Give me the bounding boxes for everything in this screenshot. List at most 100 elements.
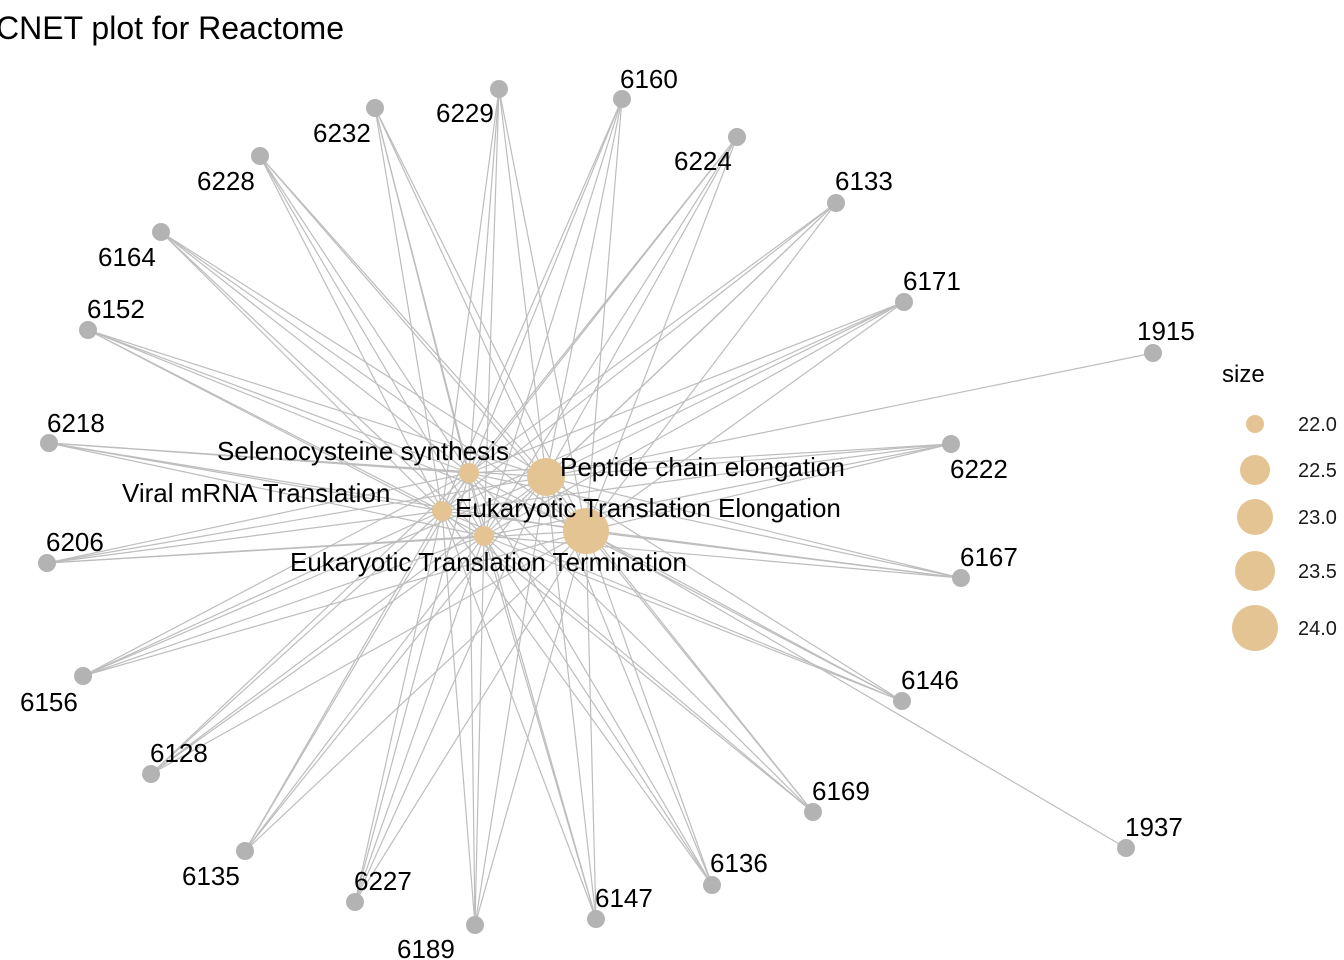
gene-node <box>827 194 845 212</box>
gene-node <box>142 765 160 783</box>
gene-node <box>703 876 721 894</box>
legend-key-23.0 <box>1237 499 1273 535</box>
edge <box>498 88 587 532</box>
edge <box>483 535 713 886</box>
gene-label: 6152 <box>87 294 145 324</box>
gene-node <box>79 321 97 339</box>
edge <box>441 510 597 920</box>
gene-label: 1915 <box>1137 316 1195 346</box>
plot-title: CNET plot for Reactome <box>0 10 344 46</box>
gene-label: 6232 <box>313 118 371 148</box>
legend-key-23.5 <box>1235 551 1275 591</box>
gene-label: 6218 <box>47 408 105 438</box>
legend-key-22.5 <box>1240 455 1270 485</box>
edge <box>354 510 443 903</box>
edge <box>468 98 623 474</box>
gene-label: 6146 <box>901 665 959 695</box>
gene-label: 6147 <box>595 883 653 913</box>
edge <box>82 530 587 677</box>
edge <box>244 535 485 852</box>
edge <box>545 476 597 920</box>
edge <box>244 476 547 852</box>
edge <box>87 329 587 532</box>
legend-label: 24.0 <box>1298 618 1337 640</box>
edge <box>585 530 597 920</box>
gene-label: 6133 <box>835 166 893 196</box>
category-node <box>474 526 494 546</box>
edges <box>46 88 1154 926</box>
gene-label: 6229 <box>436 98 494 128</box>
edge <box>48 442 587 532</box>
gene-node <box>952 569 970 587</box>
edge <box>441 510 814 813</box>
edge <box>48 442 485 537</box>
edge <box>354 476 547 903</box>
edge <box>545 476 962 579</box>
category-label: Peptide chain elongation <box>560 452 845 482</box>
edge <box>150 472 470 775</box>
edge <box>259 155 470 474</box>
legend-label: 23.0 <box>1298 507 1337 529</box>
gene-label: 6167 <box>960 542 1018 572</box>
legend-key-24.0 <box>1232 605 1278 651</box>
edge <box>259 155 485 537</box>
gene-label: 6164 <box>98 242 156 272</box>
edge <box>545 352 1154 478</box>
edge <box>468 88 500 474</box>
edge <box>585 443 952 532</box>
edge <box>259 155 547 478</box>
edge <box>585 301 905 532</box>
edge <box>468 472 476 926</box>
legend-label: 23.5 <box>1298 561 1337 583</box>
edge <box>244 472 470 852</box>
gene-label: 6206 <box>46 527 104 557</box>
edge <box>46 476 547 564</box>
edge <box>585 530 1127 849</box>
edge <box>160 231 587 532</box>
legend-title: size <box>1222 361 1265 388</box>
category-label: Viral mRNA Translation <box>122 478 390 508</box>
gene-label: 6228 <box>197 166 255 196</box>
edge <box>82 476 547 677</box>
edge <box>441 301 905 512</box>
legend-label: 22.0 <box>1298 414 1337 436</box>
gene-node <box>893 692 911 710</box>
gene-node <box>251 147 269 165</box>
gene-node <box>74 667 92 685</box>
nodes <box>38 80 1162 934</box>
edge <box>354 530 587 903</box>
edge <box>87 329 470 474</box>
legend-label: 22.5 <box>1298 460 1337 482</box>
category-label: Eukaryotic Translation Elongation <box>455 493 841 523</box>
edge <box>354 535 485 903</box>
edge <box>474 530 587 926</box>
edge <box>441 443 952 512</box>
edge <box>474 476 547 926</box>
category-label: Selenocysteine synthesis <box>217 436 509 466</box>
edge <box>468 472 814 813</box>
gene-node <box>1117 839 1135 857</box>
category-node <box>459 463 479 483</box>
legend-key-22.0 <box>1246 415 1264 433</box>
gene-node <box>728 128 746 146</box>
category-node <box>563 508 609 554</box>
edge <box>244 530 587 852</box>
gene-label: 1937 <box>1125 812 1183 842</box>
edge <box>441 202 837 512</box>
edge <box>585 530 713 886</box>
edge <box>585 530 903 702</box>
edge <box>483 535 597 920</box>
edge <box>585 202 837 532</box>
edge <box>150 530 587 775</box>
gene-label: 6156 <box>20 687 78 717</box>
edge <box>441 510 903 702</box>
edge <box>468 472 713 886</box>
gene-node <box>236 842 254 860</box>
gene-label: 6160 <box>620 64 678 94</box>
edge <box>46 472 470 564</box>
gene-label: 6171 <box>903 266 961 296</box>
edge <box>585 530 962 579</box>
edge <box>441 136 738 512</box>
category-label: Eukaryotic Translation Termination <box>290 547 687 577</box>
